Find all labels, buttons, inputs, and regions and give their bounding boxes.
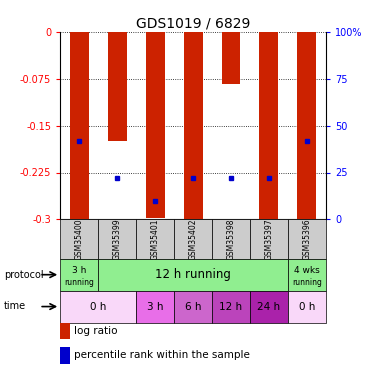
Bar (212, 291, 250, 322)
Bar (174, 291, 212, 322)
Text: GSM35402: GSM35402 (189, 218, 197, 260)
Bar (212, 219, 250, 259)
Bar (288, 259, 326, 291)
Bar (60, 291, 136, 322)
Text: GSM35398: GSM35398 (227, 218, 236, 260)
Text: running: running (64, 278, 94, 287)
Text: time: time (4, 302, 26, 311)
Bar (288, 291, 326, 322)
Bar (298, 32, 317, 219)
Bar (60, 259, 98, 291)
Bar (288, 219, 326, 259)
Text: running: running (292, 278, 322, 287)
Text: GSM35399: GSM35399 (113, 218, 121, 260)
Bar (136, 291, 174, 322)
Bar (69, 32, 88, 219)
Bar (146, 32, 165, 218)
Text: 3 h: 3 h (72, 266, 86, 275)
Text: 0 h: 0 h (90, 302, 106, 312)
Text: 24 h: 24 h (257, 302, 281, 312)
Bar (98, 259, 288, 291)
Text: 12 h running: 12 h running (155, 268, 231, 281)
Text: log ratio: log ratio (74, 326, 117, 336)
Text: 3 h: 3 h (147, 302, 163, 312)
Text: protocol: protocol (4, 270, 43, 279)
Bar (136, 219, 174, 259)
Bar (250, 291, 288, 322)
Text: 0 h: 0 h (299, 302, 315, 312)
Text: GSM35401: GSM35401 (151, 218, 159, 260)
Bar (107, 32, 126, 141)
Bar (98, 219, 136, 259)
Bar (222, 32, 241, 84)
Text: GSM35397: GSM35397 (265, 218, 274, 260)
Bar (174, 219, 212, 259)
Text: 6 h: 6 h (185, 302, 201, 312)
Bar (184, 32, 203, 219)
Bar (260, 32, 279, 219)
Bar (250, 219, 288, 259)
Text: 12 h: 12 h (220, 302, 242, 312)
Text: percentile rank within the sample: percentile rank within the sample (74, 351, 249, 360)
Bar (60, 219, 98, 259)
Title: GDS1019 / 6829: GDS1019 / 6829 (136, 17, 250, 31)
Text: GSM35396: GSM35396 (302, 218, 312, 260)
Text: 4 wks: 4 wks (294, 266, 320, 275)
Text: GSM35400: GSM35400 (74, 218, 84, 260)
